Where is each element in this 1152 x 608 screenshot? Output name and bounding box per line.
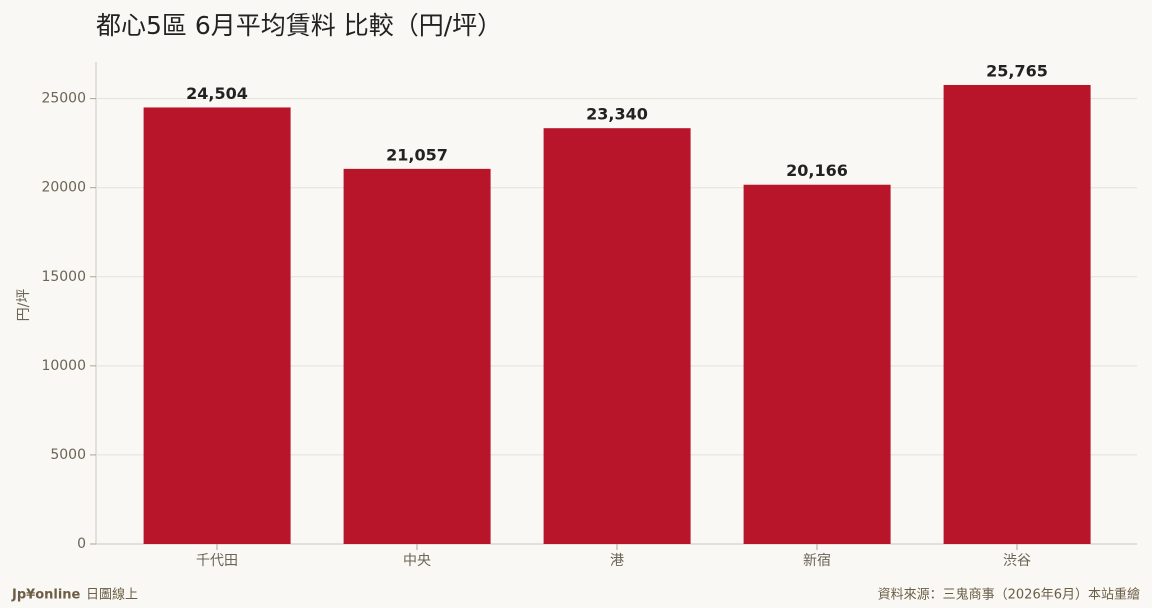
y-tick-label: 20000	[41, 180, 86, 196]
source: 資料來源：三鬼商事（2026年6月）本站重繪	[878, 587, 1140, 603]
chart-title: 都心5區 6月平均賃料 比較（円/坪）	[96, 11, 502, 40]
y-axis-label: 円/坪	[16, 289, 32, 322]
x-tick-label: 中央	[403, 553, 431, 569]
value-label: 21,057	[386, 145, 448, 164]
brand-sub: 日圖線上	[86, 587, 138, 603]
bar	[743, 184, 891, 545]
x-tick-label: 渋谷	[1003, 553, 1031, 569]
bar	[343, 168, 491, 544]
brand: Jp¥online	[11, 588, 81, 603]
value-label: 23,340	[586, 105, 648, 124]
y-tick-label: 5000	[50, 447, 86, 463]
x-tick-label: 港	[610, 553, 624, 569]
value-label: 24,504	[186, 84, 248, 103]
bar	[143, 107, 291, 544]
y-tick-label: 25000	[41, 91, 86, 107]
y-tick-label: 15000	[41, 269, 86, 285]
y-tick-label: 0	[77, 536, 86, 552]
bar	[543, 128, 691, 544]
value-label: 20,166	[786, 161, 848, 180]
bar	[943, 84, 1091, 545]
value-label: 25,765	[986, 61, 1048, 80]
x-tick-label: 新宿	[803, 552, 831, 569]
x-tick-label: 千代田	[196, 553, 238, 569]
y-tick-label: 10000	[41, 358, 86, 374]
